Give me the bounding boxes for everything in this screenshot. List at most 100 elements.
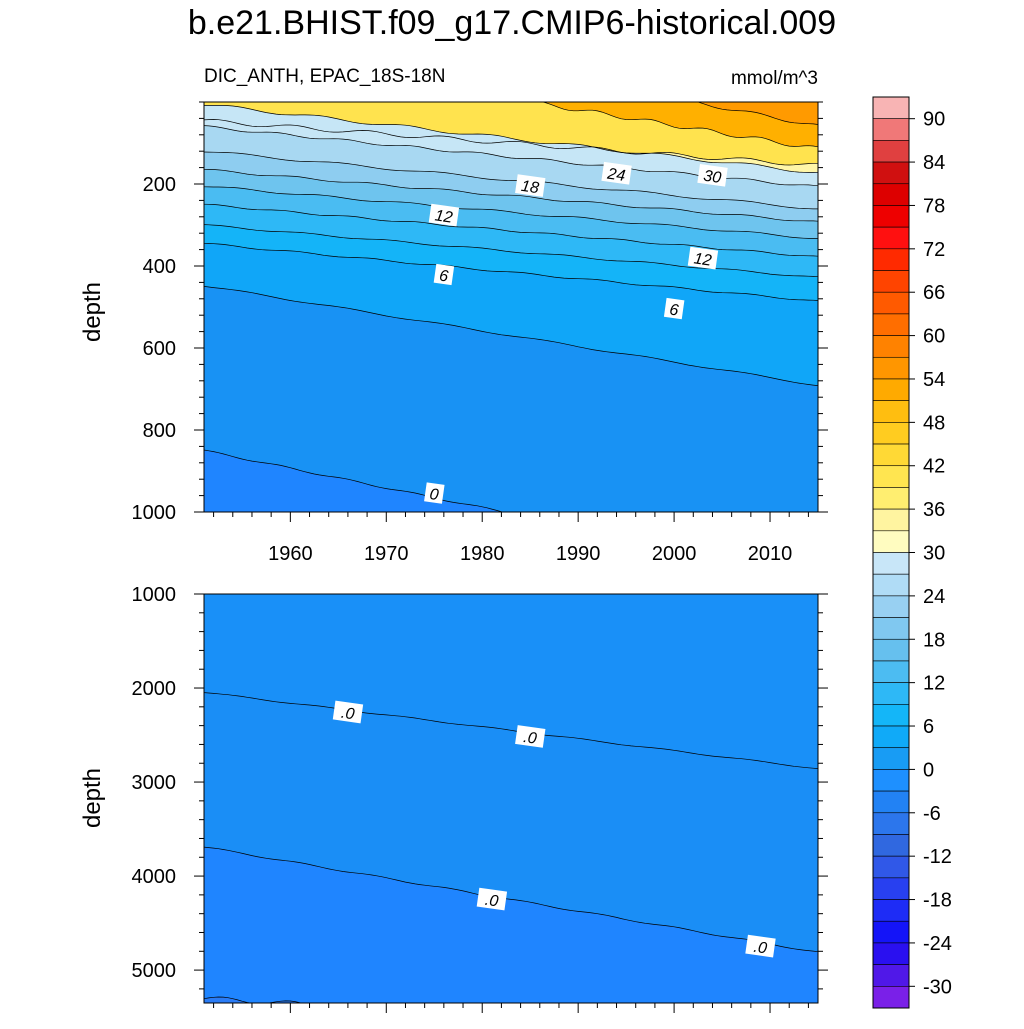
upper-contour-lines [204,102,818,512]
colorbar-tick-label: 36 [923,499,945,521]
lower-contour-label: .0 [745,934,776,958]
colorbar-box [872,769,910,792]
colorbar-box [872,812,910,835]
colorbar-tick-label: 48 [923,412,945,434]
contour-label-bg [433,263,455,286]
upper-contour-label: 12 [687,246,719,270]
colorbar-box [872,682,910,705]
lower-y-tick-label: 4000 [132,866,177,888]
colorbar-tick-label: -24 [923,933,952,955]
lower-ticks: 1000 2000 3000 4000 5000 [132,584,828,1013]
contour-label-bg [515,174,546,197]
colorbar-box [872,508,910,532]
contour-label-bg [663,297,685,320]
lower-y-tick-label: 3000 [132,772,177,794]
colorbar-box [872,118,910,141]
colorbar-tick-label: 84 [923,152,945,174]
contour-label-text: 6 [668,301,679,319]
colorbar-box [872,140,910,163]
colorbar-box [872,335,910,358]
contour-label-text: 30 [702,168,722,187]
upper-contour-label: 18 [515,174,546,197]
contour-label-text: 0 [428,486,439,504]
colorbar-box [872,313,910,336]
colorbar-tick-label: -30 [923,976,952,998]
x-tick-label: 2010 [748,543,793,565]
chart-title: b.e21.BHIST.f09_g17.CMIP6-historical.009 [187,4,837,42]
contour-label-text: .0 [752,939,768,958]
contour-label-text: 18 [520,178,540,197]
contour-label-bg [697,163,728,187]
upper-contour-line [204,449,504,512]
colorbar-box [872,205,910,228]
x-tick-label: 2000 [652,543,697,565]
x-tick-labels: 1960 1970 1980 1990 2000 2010 [268,543,792,565]
lower-y-tick-label: 2000 [132,678,177,700]
colorbar-box [872,183,910,206]
x-tick-label: 1960 [268,543,313,565]
lower-contour-labels: .0 .0 .0 .0 [332,700,776,958]
colorbar-box [872,422,910,445]
colorbar-tick-label: -6 [923,803,941,825]
colorbar-tick-label: 12 [923,673,945,695]
colorbar-box [872,986,910,1009]
upper-contour-label: 12 [428,203,460,227]
x-tick-label: 1980 [460,543,505,565]
colorbar-box [872,573,910,597]
colorbar-tick-label: 18 [923,629,945,651]
colorbar-box [872,530,910,553]
lower-contour-label: .0 [332,700,364,724]
upper-contour-line [204,203,818,257]
colorbar-box [872,942,910,965]
upper-contour-line [204,242,818,301]
upper-contour-line [696,102,818,125]
colorbar-box [872,877,910,900]
colorbar-box [872,443,910,467]
colorbar-tick-label: 72 [923,239,945,261]
upper-y-tick-label: 1000 [132,502,177,524]
colorbar: 908478726660544842363024181260-6-12-18-2… [872,96,952,1009]
subtitle-left: DIC_ANTH, EPAC_18S-18N [204,66,445,87]
x-tick-label: 1970 [364,543,409,565]
lower-contour-lines [204,692,818,1003]
colorbar-box [872,834,910,857]
colorbar-box [872,725,910,749]
colorbar-tick-label: -12 [923,846,952,868]
upper-contour-label: 0 [424,482,445,504]
upper-contour-line [204,286,818,386]
contour-label-bg [424,482,445,504]
lower-contour-fill [204,594,818,1003]
colorbar-tick-label: 60 [923,326,945,348]
colorbar-box [872,291,910,315]
upper-ylabel: depth [79,282,106,342]
colorbar-box [872,747,910,770]
upper-contour-label: 6 [433,263,455,286]
colorbar-tick-label: 24 [923,586,945,608]
lower-y-tick-label: 1000 [132,584,177,606]
colorbar-box [872,356,910,380]
upper-contour-line [515,102,818,148]
contour-label-text: 12 [693,250,713,269]
upper-contour-label: 6 [663,297,685,320]
upper-contour-line [204,186,818,239]
lower-band-b-neg2 [204,997,302,1003]
colorbar-tick-label: 30 [923,543,945,565]
upper-contour-label: 24 [601,161,632,185]
colorbar-tick-label: 0 [923,759,934,781]
upper-plot-frame [203,101,819,513]
contour-label-text: 6 [438,267,449,285]
colorbar-box [872,704,910,727]
lower-contour-line [204,692,818,769]
colorbar-box [872,617,910,640]
colorbar-tick-label: 78 [923,195,945,217]
colorbar-tick-label: -18 [923,890,952,912]
upper-contour-line [204,104,818,173]
colorbar-box [872,487,910,510]
x-tick-label: 1990 [556,543,601,565]
colorbar-box [872,96,910,119]
contour-label-text: .0 [340,705,356,724]
upper-contour-fill [204,102,818,512]
colorbar-box [872,270,910,293]
